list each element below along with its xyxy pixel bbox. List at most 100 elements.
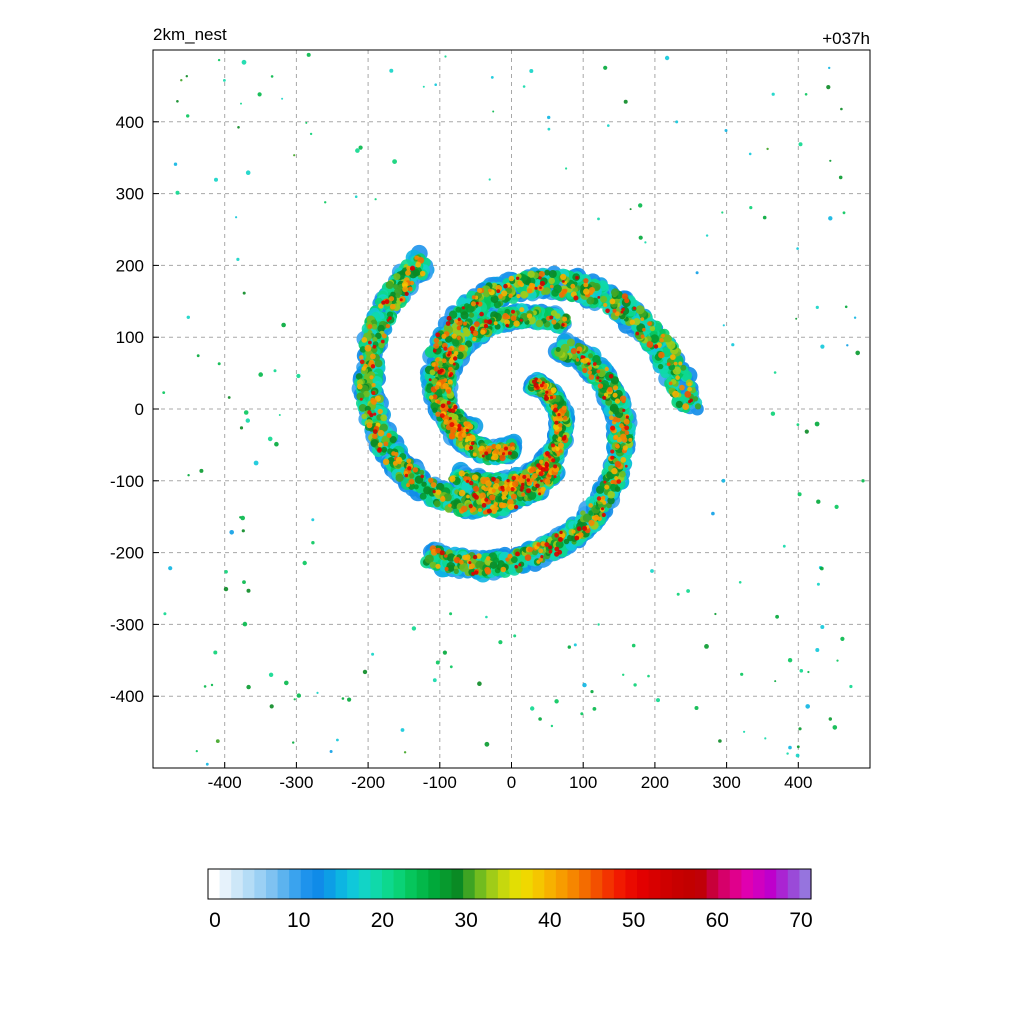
- reflectivity-cell: [535, 319, 544, 328]
- reflectivity-cell: [531, 548, 539, 556]
- reflectivity-cell: [429, 369, 436, 376]
- reflectivity-cell: [433, 366, 440, 372]
- reflectivity-cell: [583, 282, 589, 288]
- reflectivity-cell: [607, 497, 615, 505]
- reflectivity-cell: [483, 290, 490, 298]
- reflectivity-cell: [433, 337, 440, 344]
- reflectivity-cell: [692, 396, 699, 402]
- reflectivity-cell: [429, 395, 434, 400]
- reflectivity-cell: [614, 311, 620, 317]
- reflectivity-cell: [517, 280, 523, 286]
- reflectivity-cell: [694, 403, 702, 410]
- reflectivity-cell: [419, 492, 427, 500]
- reflectivity-cell: [468, 312, 475, 318]
- reflectivity-cell: [355, 373, 363, 380]
- reflectivity-cell: [419, 469, 425, 475]
- reflectivity-cell: [489, 561, 498, 569]
- reflectivity-cell: [431, 362, 436, 367]
- reflectivity-cell: [560, 273, 567, 280]
- reflectivity-cell: [421, 481, 427, 487]
- reflectivity-cell: [582, 513, 592, 523]
- reflectivity-cell: [687, 386, 692, 392]
- reflectivity-cell: [635, 305, 645, 315]
- reflectivity-cell: [516, 294, 521, 299]
- reflectivity-cell: [372, 336, 378, 343]
- reflectivity-cell: [395, 473, 404, 482]
- reflectivity-cell: [363, 390, 370, 398]
- reflectivity-cell: [675, 375, 680, 380]
- reflectivity-cell: [435, 411, 441, 417]
- reflectivity-cell: [600, 295, 608, 303]
- reflectivity-cell: [385, 281, 394, 289]
- reflectivity-cell: [661, 333, 665, 338]
- reflectivity-cell: [447, 564, 455, 572]
- reflectivity-cell: [586, 296, 595, 305]
- reflectivity-cell: [492, 557, 499, 564]
- reflectivity-cell: [379, 423, 388, 432]
- reflectivity-cell: [666, 362, 671, 367]
- reflectivity-cell: [498, 294, 503, 299]
- reflectivity-cell: [437, 360, 443, 367]
- reflectivity-cell: [433, 342, 440, 349]
- reflectivity-cell: [551, 289, 559, 297]
- reflectivity-cell: [477, 287, 482, 293]
- reflectivity-cell: [541, 289, 547, 295]
- reflectivity-cell: [381, 435, 390, 444]
- reflectivity-cell: [413, 484, 419, 490]
- reflectivity-cell: [501, 290, 508, 297]
- reflectivity-cell: [460, 311, 469, 320]
- reflectivity-cell: [435, 357, 440, 362]
- reflectivity-cell: [510, 556, 518, 564]
- reflectivity-cell: [640, 334, 645, 339]
- reflectivity-cell: [424, 554, 434, 564]
- reflectivity-cell: [650, 334, 659, 344]
- reflectivity-cell: [588, 353, 593, 359]
- reflectivity-cell: [687, 382, 692, 387]
- reflectivity-cell: [612, 308, 617, 313]
- chart-title-right: +037h: [822, 29, 870, 48]
- reflectivity-cell: [425, 385, 434, 394]
- reflectivity-cell: [508, 275, 515, 282]
- reflectivity-cell: [588, 287, 596, 294]
- reflectivity-cell: [454, 319, 459, 324]
- reflectivity-cell: [680, 364, 687, 371]
- reflectivity-cell: [441, 358, 447, 364]
- reflectivity-cell: [393, 273, 401, 281]
- reflectivity-cell: [380, 414, 388, 422]
- reflectivity-cell: [583, 278, 589, 284]
- reflectivity-cell: [381, 446, 388, 453]
- reflectivity-cell: [670, 354, 676, 360]
- reflectivity-cell: [657, 363, 664, 370]
- reflectivity-cell: [659, 338, 664, 343]
- reflectivity-cell: [668, 381, 673, 386]
- reflectivity-cell: [409, 473, 415, 479]
- reflectivity-cell: [408, 270, 418, 279]
- reflectivity-cell: [555, 347, 561, 352]
- reflectivity-cell: [607, 490, 615, 499]
- reflectivity-cell: [389, 436, 397, 444]
- reflectivity-cell: [550, 310, 558, 317]
- reflectivity-cell: [451, 333, 457, 339]
- reflectivity-cell: [609, 403, 619, 413]
- reflectivity-cell: [447, 347, 453, 353]
- reflectivity-cell: [675, 400, 683, 408]
- reflectivity-cell: [488, 288, 492, 293]
- reflectivity-cell: [621, 293, 629, 300]
- reflectivity-cell: [508, 293, 513, 298]
- reflectivity-cell: [470, 301, 477, 307]
- reflectivity-cell: [566, 338, 575, 347]
- reflectivity-cell: [378, 341, 385, 349]
- reflectivity-cell: [452, 339, 460, 347]
- reflectivity-cell: [609, 298, 616, 305]
- reflectivity-cell: [520, 290, 528, 299]
- reflectivity-cell: [463, 321, 467, 326]
- reflectivity-cell: [549, 284, 554, 289]
- reflectivity-cell: [614, 486, 621, 492]
- reflectivity-cell: [393, 284, 399, 290]
- reflectivity-cell: [560, 343, 570, 353]
- reflectivity-cell: [374, 359, 383, 368]
- reflectivity-cell: [632, 318, 641, 326]
- reflectivity-cell: [570, 283, 576, 289]
- plot-area: [153, 50, 870, 768]
